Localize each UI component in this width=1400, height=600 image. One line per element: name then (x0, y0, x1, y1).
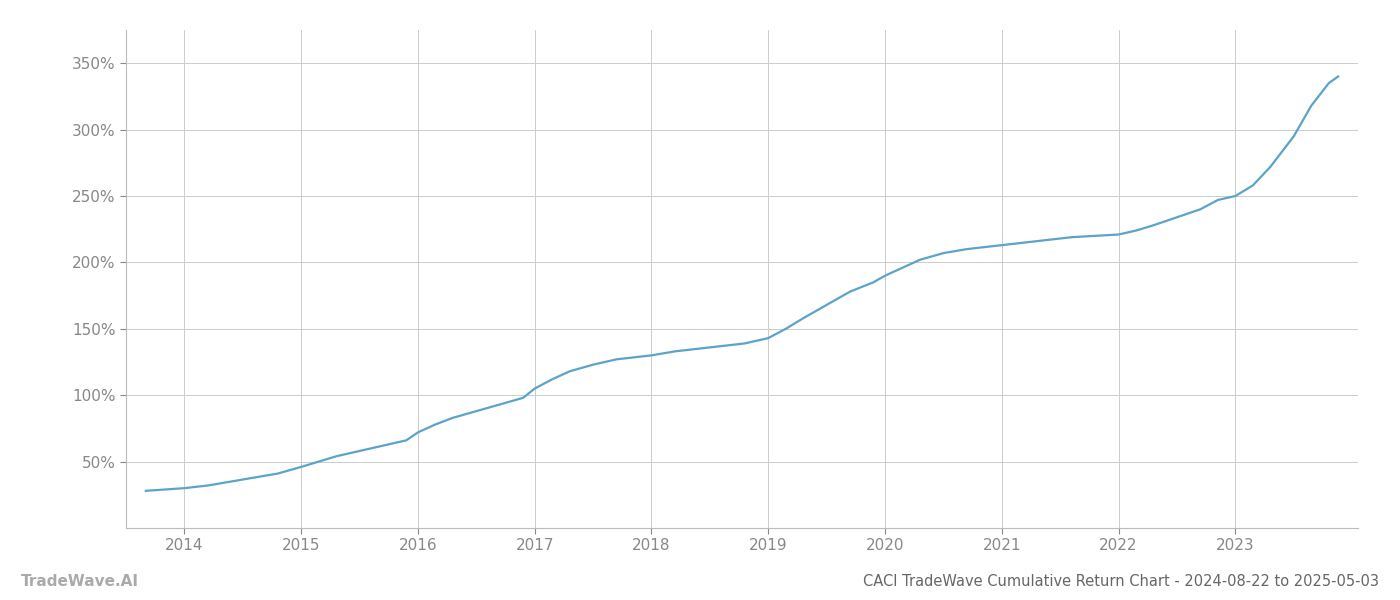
Text: CACI TradeWave Cumulative Return Chart - 2024-08-22 to 2025-05-03: CACI TradeWave Cumulative Return Chart -… (862, 574, 1379, 589)
Text: TradeWave.AI: TradeWave.AI (21, 574, 139, 589)
